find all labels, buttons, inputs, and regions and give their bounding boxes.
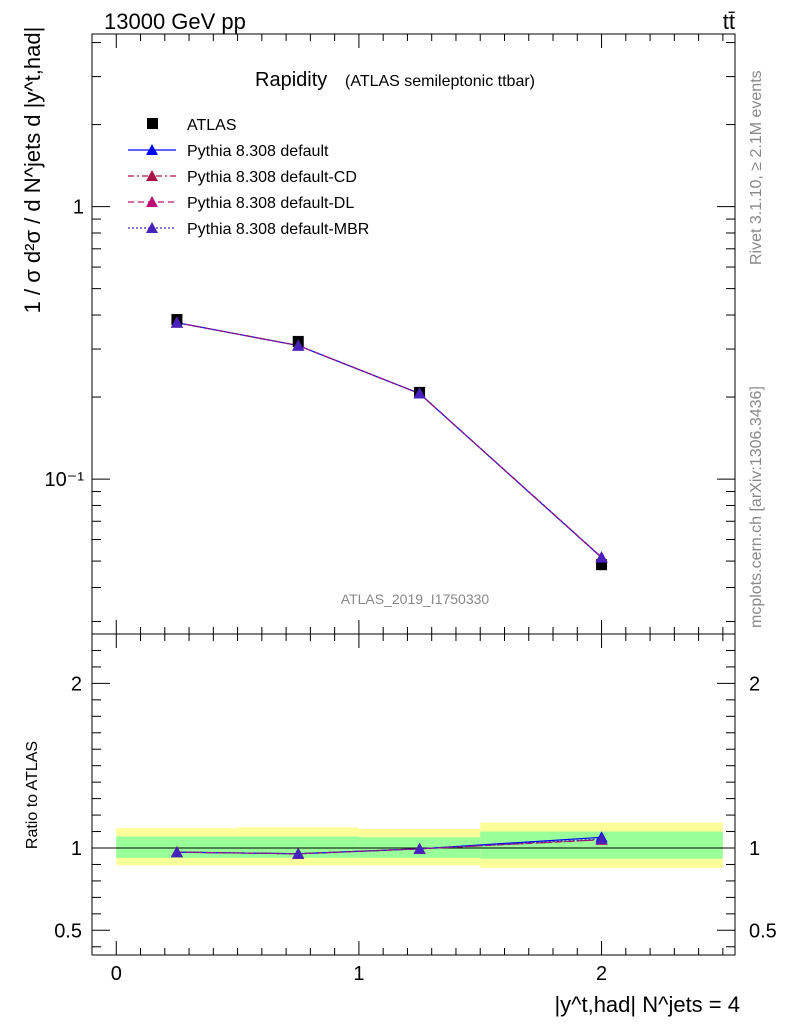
x-tick-label: 0 xyxy=(111,963,122,985)
legend-marker-triangle xyxy=(146,196,158,207)
series-line xyxy=(176,322,602,558)
main-panel: 1 10⁻¹ Rapidity (ATLAS semileptonic ttbar… xyxy=(20,27,736,635)
legend-marker-triangle xyxy=(146,144,158,155)
ratio-data-point xyxy=(413,842,426,854)
mc-data-point xyxy=(413,387,426,399)
ratio-y-tick-label-left: 1 xyxy=(71,838,82,860)
main-y-tick-label: 10⁻¹ xyxy=(45,469,85,491)
series-line xyxy=(176,322,602,559)
ratio-y-tick-label-right: 2 xyxy=(749,673,760,695)
x-tick-label: 1 xyxy=(353,963,364,985)
ratio-series-markers xyxy=(170,831,608,859)
legend: ATLAS Pythia 8.308 default Pythia 8.308 de… xyxy=(128,117,369,238)
ratio-axis-ticks: 2 2 1 1 0.5 0.5 0 1 2 xyxy=(54,634,777,985)
ratio-data-point xyxy=(292,847,305,859)
legend-label: Pythia 8.308 default-MBR xyxy=(187,221,369,238)
x-axis-label: |y^t,had| N^jets = 4 xyxy=(554,992,740,1017)
legend-label: ATLAS xyxy=(187,117,237,134)
mc-data-point xyxy=(170,316,183,328)
mcplots-label: mcplots.cern.ch [arXiv:1306.3436] xyxy=(748,386,765,628)
header-left-label: 13000 GeV pp xyxy=(104,9,246,34)
mc-data-point xyxy=(595,551,608,563)
legend-marker-triangle xyxy=(146,170,158,181)
legend-marker-triangle xyxy=(146,222,158,233)
main-axis-ticks: 1 10⁻¹ xyxy=(45,34,735,634)
ratio-y-tick-label-right: 0.5 xyxy=(749,920,777,942)
series-line xyxy=(176,322,602,558)
legend-label: Pythia 8.308 default-CD xyxy=(187,169,357,186)
atlas-data-point xyxy=(596,559,608,571)
mc-data-point xyxy=(292,339,305,351)
ratio-series-lines xyxy=(176,836,602,855)
chart-title: Rapidity xyxy=(255,69,327,91)
ratio-series-line xyxy=(176,838,602,855)
header-right-label: tt̄ xyxy=(723,9,735,34)
ratio-y-tick-label-left: 2 xyxy=(71,673,82,695)
main-y-tick-label: 1 xyxy=(73,197,84,219)
ratio-data-point xyxy=(170,846,183,858)
chart-subtitle: (ATLAS semileptonic ttbar) xyxy=(345,73,535,90)
series-line xyxy=(176,322,602,558)
legend-marker-atlas xyxy=(147,118,158,129)
main-series-markers xyxy=(170,314,608,571)
legend-label: Pythia 8.308 default xyxy=(187,143,329,160)
ratio-data-point xyxy=(595,832,608,844)
x-tick-label: 2 xyxy=(596,963,607,985)
rivet-version-label: Rivet 3.1.10, ≥ 2.1M events xyxy=(748,70,765,265)
ratio-panel: 2 2 1 1 0.5 0.5 0 1 2 Ratio to ATLAS |y^t,had| N… xyxy=(24,633,777,1017)
main-series-lines xyxy=(176,322,602,559)
ratio-frame xyxy=(91,633,736,956)
analysis-watermark: ATLAS_2019_I1750330 xyxy=(341,591,490,607)
legend-label: Pythia 8.308 default-DL xyxy=(187,195,354,212)
ratio-y-axis-label: Ratio to ATLAS xyxy=(24,741,41,849)
ratio-y-tick-label-left: 0.5 xyxy=(54,920,82,942)
ratio-y-tick-label-right: 1 xyxy=(749,838,760,860)
main-y-axis-label: 1 / σ d²σ / d N^jets d |y^t,had| xyxy=(20,27,45,314)
